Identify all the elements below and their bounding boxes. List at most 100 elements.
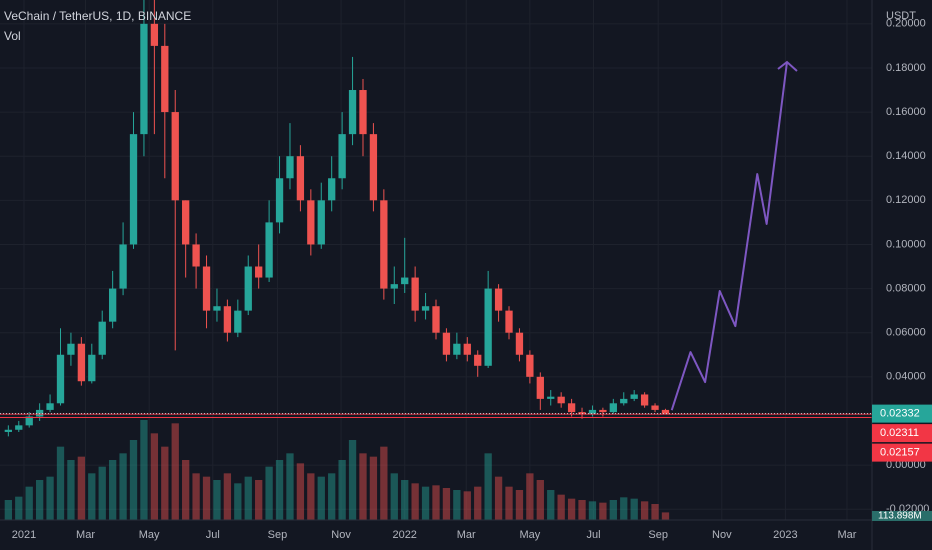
volume-bar: [380, 446, 388, 520]
y-tick-label: 0.20000: [886, 18, 926, 30]
candle-body: [182, 200, 190, 245]
candle-body: [609, 403, 617, 413]
volume-bar: [307, 473, 315, 520]
candle-body: [411, 277, 419, 311]
candle-body: [202, 266, 211, 311]
volume-bar: [25, 486, 33, 520]
volume-bar: [620, 497, 628, 520]
candle-body: [390, 284, 398, 289]
candle-body: [140, 23, 148, 135]
volume-bar: [129, 440, 138, 520]
volume-bar: [35, 480, 44, 520]
volume-bar: [463, 491, 471, 520]
projection-arrowhead: [777, 60, 798, 72]
candle-body: [599, 409, 607, 413]
volume-bar: [661, 512, 670, 520]
y-tick-label: 0.08000: [886, 282, 926, 294]
candle-body: [474, 354, 482, 366]
candle-body: [171, 112, 179, 201]
volume-label-box: [872, 511, 932, 521]
y-tick-label: 0.12000: [886, 194, 926, 206]
candle-body: [401, 277, 409, 285]
candle-body: [255, 266, 263, 278]
volume-bar: [557, 494, 565, 520]
candle-body: [557, 396, 565, 404]
volume-bar: [432, 485, 440, 520]
volume-bar: [515, 490, 524, 520]
candle-body: [4, 429, 12, 432]
volume-bar: [536, 480, 544, 520]
x-tick-label: Nov: [331, 529, 351, 541]
candle-body: [109, 288, 117, 322]
candle-body: [234, 310, 242, 333]
volume-bar: [338, 460, 346, 520]
price-label: 0.02311: [880, 427, 919, 439]
y-tick-label: 0.14000: [886, 150, 926, 162]
candle-body: [223, 306, 232, 333]
candle-body: [630, 394, 638, 399]
x-tick-label: Nov: [712, 529, 732, 541]
candle-body: [296, 156, 305, 201]
volume-bar: [182, 460, 190, 520]
volume-bar: [547, 490, 555, 520]
volume-bar: [98, 466, 106, 520]
volume-bar: [213, 480, 221, 520]
volume-bar: [640, 501, 649, 520]
x-tick-label: Mar: [457, 529, 476, 541]
candle-body: [15, 425, 23, 430]
volume-bar: [359, 453, 367, 520]
candle-body: [161, 45, 169, 113]
volume-bar: [119, 453, 127, 520]
candle-body: [348, 90, 357, 135]
volume-bar: [202, 476, 211, 520]
volume-bar: [234, 483, 242, 520]
volume-bar: [484, 453, 492, 520]
price-label: 0.02157: [880, 447, 920, 459]
candle-body: [286, 156, 294, 179]
volume-bar: [46, 476, 54, 520]
volume-bar: [244, 476, 252, 520]
currency-label: USDT: [886, 10, 916, 22]
x-tick-label: Sep: [268, 529, 288, 541]
volume-bar: [442, 488, 451, 520]
x-tick-label: 2023: [773, 529, 797, 541]
candle-body: [588, 409, 597, 415]
volume-bar: [578, 500, 586, 520]
volume-bar: [192, 473, 200, 520]
volume-bar: [77, 456, 86, 520]
x-tick-label: 2022: [392, 529, 416, 541]
candle-body: [244, 266, 252, 311]
y-tick-label: 0.04000: [886, 371, 926, 383]
volume-title: Vol: [4, 29, 21, 43]
candle-body: [369, 134, 378, 201]
volume-bar: [588, 501, 597, 520]
candle-body: [526, 354, 534, 377]
volume-bar: [401, 480, 409, 520]
candle-body: [651, 405, 659, 410]
price-label-box: [872, 424, 932, 443]
x-tick-label: May: [139, 529, 160, 541]
volume-bar: [474, 486, 482, 520]
x-tick-label: Jul: [206, 529, 220, 541]
volume-bar: [265, 466, 273, 520]
price-label-box: [872, 404, 932, 423]
candle-body: [338, 134, 346, 179]
candle-body: [567, 403, 576, 413]
volume-bar: [526, 473, 534, 520]
volume-bar: [328, 473, 336, 520]
candle-body: [547, 396, 555, 399]
volume-bar: [161, 446, 169, 520]
volume-bar: [88, 473, 96, 520]
volume-bar: [15, 496, 23, 520]
y-tick-label: 0.10000: [886, 238, 926, 250]
volume-bar: [494, 476, 503, 520]
volume-bar: [421, 486, 430, 520]
volume-bar: [286, 453, 294, 520]
candle-body: [98, 321, 106, 355]
candle-body: [505, 310, 513, 333]
x-tick-label: May: [519, 529, 540, 541]
y-tick-label: 0.18000: [886, 62, 926, 74]
volume-bar: [348, 440, 357, 520]
candle-body: [192, 244, 200, 267]
